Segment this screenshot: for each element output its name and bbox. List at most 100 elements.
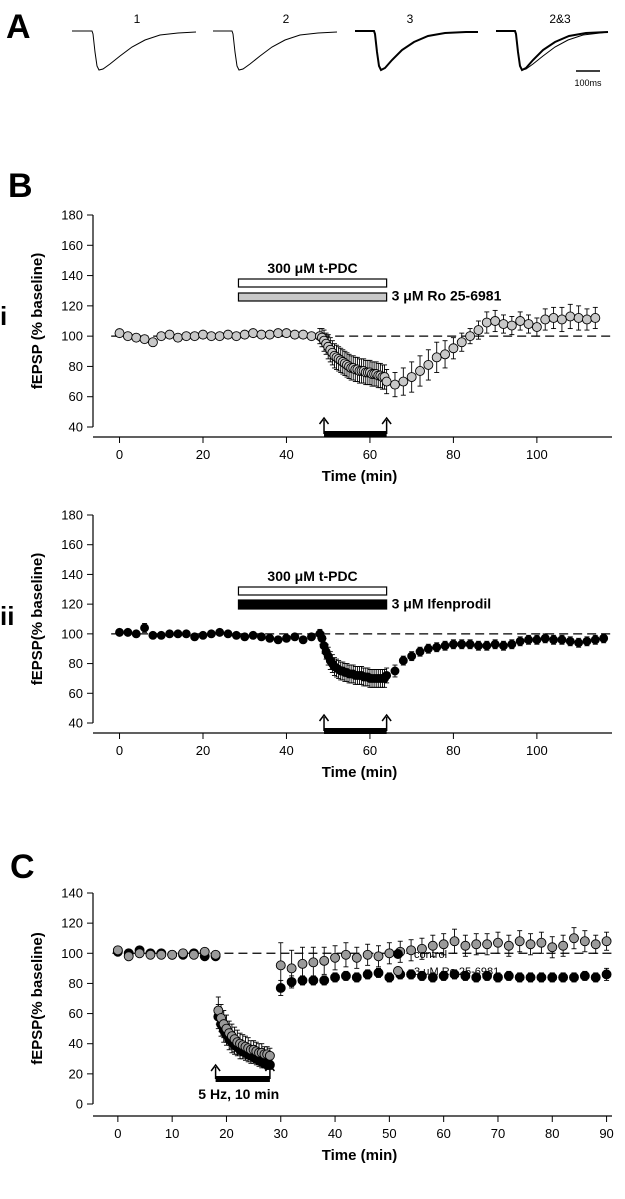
- y-tick-label: 120: [61, 298, 83, 313]
- data-point: [114, 328, 125, 339]
- data-point: [423, 359, 434, 370]
- data-point: [223, 629, 233, 639]
- data-point: [384, 972, 395, 983]
- data-point: [525, 972, 536, 983]
- data-point: [256, 329, 267, 340]
- x-tick-label: 60: [436, 1126, 450, 1141]
- data-point: [532, 635, 542, 645]
- data-point: [134, 948, 145, 959]
- y-tick-label: 40: [69, 716, 83, 731]
- data-point: [407, 651, 417, 661]
- data-point: [540, 314, 551, 325]
- data-point: [289, 329, 300, 340]
- data-point: [139, 334, 150, 345]
- x-tick-label: 60: [363, 447, 377, 462]
- data-point: [590, 972, 601, 983]
- data-point: [493, 972, 503, 983]
- trace-2-overlay: [496, 30, 609, 71]
- y-tick-label: 140: [61, 567, 83, 582]
- data-point: [565, 311, 576, 322]
- data-point: [340, 949, 351, 960]
- x-tick-label: 60: [363, 743, 377, 758]
- data-point: [465, 331, 476, 342]
- drug-bar: [237, 292, 388, 302]
- data-point: [482, 970, 493, 981]
- legend-marker: [393, 966, 403, 976]
- data-point: [548, 313, 559, 323]
- data-point: [290, 632, 300, 642]
- data-point: [390, 379, 400, 390]
- x-axis-title: Time (min): [322, 764, 398, 781]
- data-point: [384, 948, 395, 959]
- data-point: [340, 970, 351, 981]
- scale-bar-label: 100ms: [574, 78, 602, 88]
- data-point: [536, 972, 547, 983]
- data-point: [448, 639, 458, 649]
- data-point: [147, 337, 158, 348]
- data-point: [398, 376, 409, 387]
- x-axis-title: Time (min): [322, 1147, 398, 1164]
- y-axis-title: fEPSP (% baseline): [29, 253, 46, 389]
- data-point: [490, 316, 501, 326]
- data-point: [240, 632, 250, 642]
- x-tick-label: 80: [446, 743, 460, 758]
- data-point: [448, 343, 459, 354]
- stim-bar: [215, 1076, 270, 1082]
- data-point: [198, 630, 208, 640]
- y-tick-label: 140: [61, 268, 83, 283]
- drug-bar-label: 3 μM Ifenprodil: [392, 596, 492, 612]
- data-point: [524, 635, 533, 645]
- drug-bar-label: 300 μM t-PDC: [267, 568, 357, 584]
- data-point: [164, 329, 175, 340]
- stim-arrowhead: [318, 713, 330, 722]
- x-tick-label: 20: [196, 743, 210, 758]
- data-point: [223, 329, 233, 340]
- data-point: [599, 633, 609, 643]
- data-point: [601, 969, 612, 980]
- data-point: [460, 970, 471, 981]
- stim-bar: [324, 728, 387, 734]
- data-point: [156, 331, 167, 342]
- x-tick-label: 100: [526, 447, 548, 462]
- data-point: [506, 320, 517, 331]
- data-point: [173, 629, 183, 639]
- data-point: [156, 630, 166, 640]
- drug-bar-label: 3 μM Ro 25-6981: [392, 288, 502, 304]
- stim-arrowhead: [210, 1063, 221, 1072]
- data-point: [123, 951, 134, 962]
- data-point: [122, 331, 133, 342]
- y-tick-label: 100: [61, 329, 83, 344]
- y-tick-label: 20: [69, 1066, 83, 1081]
- data-point: [569, 933, 579, 944]
- x-tick-label: 10: [165, 1126, 179, 1141]
- data-point: [549, 635, 559, 645]
- data-point: [507, 639, 517, 649]
- data-point: [131, 332, 142, 343]
- x-tick-label: 0: [116, 447, 123, 462]
- data-point: [493, 937, 503, 948]
- data-point: [473, 325, 484, 336]
- data-point: [482, 641, 492, 651]
- data-point: [351, 972, 362, 983]
- data-point: [131, 629, 141, 639]
- trace-3-overlay: [496, 30, 609, 72]
- data-point: [423, 644, 433, 654]
- data-point: [416, 943, 427, 954]
- data-point: [514, 936, 525, 947]
- data-point: [330, 952, 341, 963]
- data-point: [281, 328, 292, 339]
- data-point: [515, 316, 526, 326]
- data-point: [536, 937, 547, 948]
- data-point: [231, 331, 242, 342]
- data-point: [547, 972, 558, 983]
- data-point: [540, 633, 550, 643]
- data-point: [406, 969, 417, 980]
- y-tick-label: 160: [61, 238, 83, 253]
- data-point: [531, 322, 542, 333]
- data-point: [181, 331, 192, 342]
- x-tick-label: 90: [599, 1126, 613, 1141]
- data-point: [189, 331, 200, 342]
- data-point: [330, 972, 341, 983]
- trace-group: 1 2 3 2&3 100ms: [72, 12, 609, 88]
